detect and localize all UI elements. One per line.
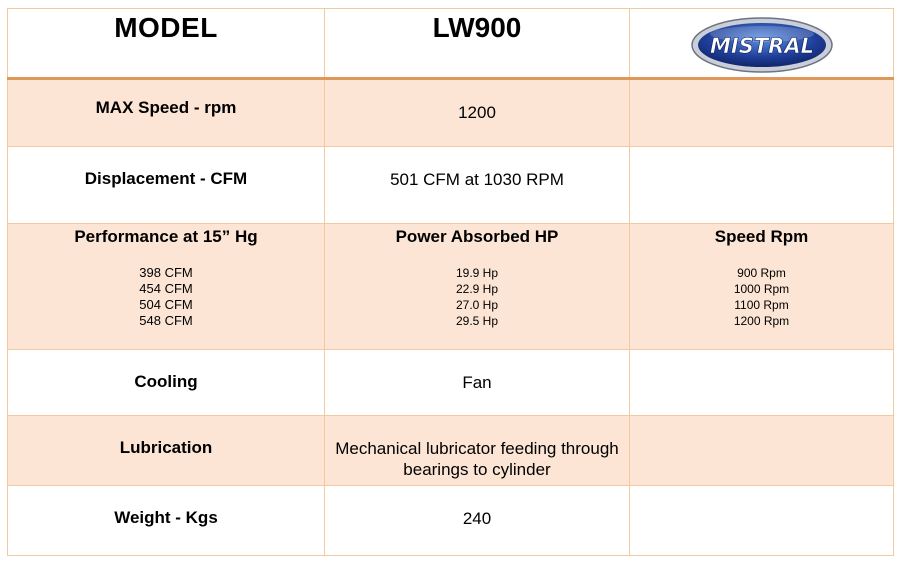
- cooling-empty-cell: [629, 349, 894, 416]
- lubrication-value-line: bearings to cylinder: [403, 460, 551, 479]
- rpm-item: 900 Rpm: [737, 266, 786, 280]
- lubrication-label: Lubrication: [119, 438, 213, 457]
- cfm-item: 454 CFM: [139, 281, 193, 296]
- rpm-item: 1100 Rpm: [734, 298, 789, 312]
- weight-label: Weight - Kgs: [114, 508, 218, 527]
- rpm-item: 1200 Rpm: [733, 314, 790, 328]
- weight-value: 240: [462, 509, 492, 528]
- cooling-label: Cooling: [134, 372, 198, 391]
- row-displacement: Displacement - CFM 501 CFM at 1030 RPM: [7, 146, 894, 224]
- rpm-list: 900 Rpm 1000 Rpm 1100 Rpm 1200 Rpm: [630, 265, 893, 329]
- mistral-logo: MISTRAL: [690, 17, 833, 73]
- row-performance: Performance at 15” Hg 398 CFM 454 CFM 50…: [7, 223, 894, 350]
- power-absorbed-title: Power Absorbed HP: [395, 227, 559, 246]
- hp-item: 29.5 Hp: [455, 314, 499, 328]
- max-speed-label: MAX Speed - rpm: [95, 98, 237, 117]
- hp-list: 19.9 Hp 22.9 Hp 27.0 Hp 29.5 Hp: [325, 265, 629, 329]
- row-lubrication: Lubrication Mechanical lubricator feedin…: [7, 415, 894, 486]
- header-lw900-cell: LW900: [324, 8, 630, 80]
- logo-text: MISTRAL: [710, 34, 814, 58]
- displacement-label: Displacement - CFM: [84, 169, 248, 188]
- displacement-empty-cell: [629, 146, 894, 224]
- header-row: MODEL LW900 MISTRAL: [7, 8, 894, 80]
- hp-item: 19.9 Hp: [455, 266, 499, 280]
- lubrication-empty-cell: [629, 415, 894, 486]
- weight-empty-cell: [629, 485, 894, 556]
- speed-rpm-title: Speed Rpm: [714, 227, 809, 246]
- hp-item: 22.9 Hp: [455, 282, 499, 296]
- row-cooling: Cooling Fan: [7, 349, 894, 416]
- lubrication-value-line: Mechanical lubricator feeding through: [335, 439, 619, 458]
- cfm-item: 504 CFM: [139, 297, 193, 312]
- max-speed-empty-cell: [629, 78, 894, 147]
- header-model-cell: MODEL: [7, 8, 325, 80]
- header-logo-cell: MISTRAL: [629, 8, 894, 80]
- cfm-list: 398 CFM 454 CFM 504 CFM 548 CFM: [8, 265, 324, 329]
- rpm-item: 1000 Rpm: [733, 282, 790, 296]
- cooling-value: Fan: [462, 373, 492, 392]
- max-speed-value: 1200: [458, 103, 496, 122]
- performance-label: Performance at 15” Hg: [74, 227, 258, 246]
- row-max-speed: MAX Speed - rpm 1200: [7, 78, 894, 147]
- row-weight: Weight - Kgs 240: [7, 485, 894, 556]
- hp-item: 27.0 Hp: [455, 298, 499, 312]
- spec-table: MODEL LW900 MISTRAL: [7, 8, 894, 556]
- cfm-item: 398 CFM: [139, 265, 193, 280]
- lubrication-value: Mechanical lubricator feeding through be…: [325, 416, 629, 480]
- header-model-number: LW900: [432, 12, 522, 43]
- header-model-label: MODEL: [114, 12, 218, 43]
- displacement-value: 501 CFM at 1030 RPM: [390, 170, 564, 189]
- cfm-item: 548 CFM: [139, 313, 193, 328]
